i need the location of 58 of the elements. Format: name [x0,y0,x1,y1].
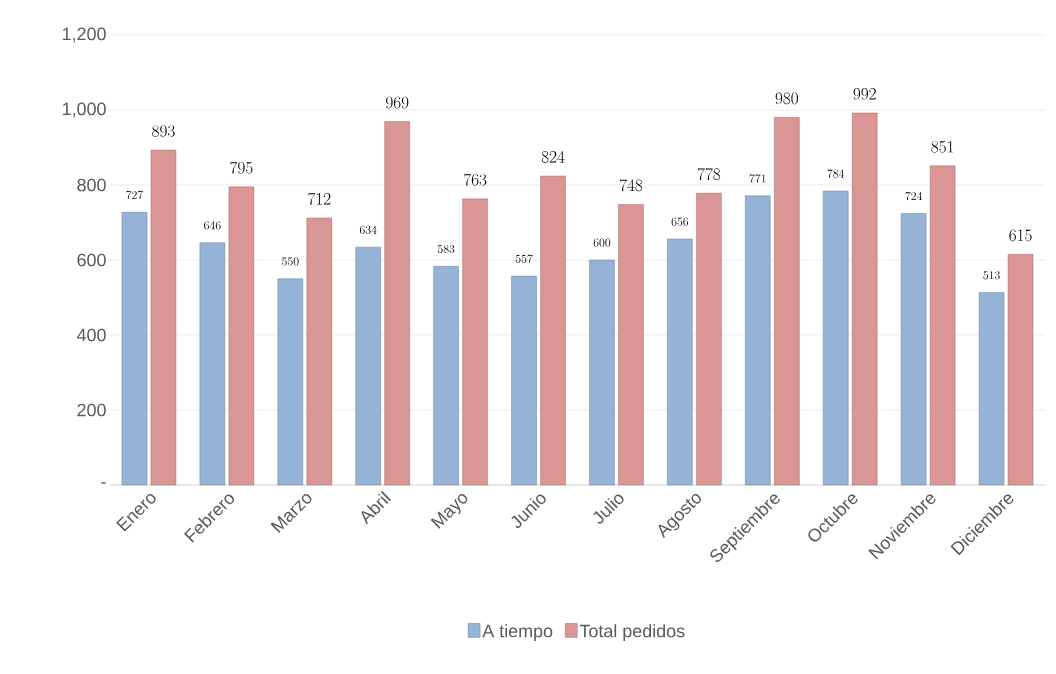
y-tick-label: - [101,482,106,484]
bar [277,278,303,486]
data-label: 513 [983,271,1000,280]
bar [228,186,255,486]
data-label: 724 [905,191,923,201]
data-label: 969 [386,96,409,109]
data-label: 784 [827,169,845,178]
data-label: 615 [1009,229,1032,242]
bar [306,217,332,486]
bar [929,165,956,486]
data-label: 748 [619,179,643,192]
data-label: 656 [671,217,689,226]
y-tick-label: 400 [76,328,106,342]
bar [355,247,381,486]
bar [852,112,878,486]
legend-label: Total pedidos [579,624,685,641]
data-label: 893 [152,125,175,137]
bar [1007,254,1034,486]
data-label: 980 [775,92,798,105]
bar [618,204,644,486]
data-label: 634 [359,225,377,234]
bar [696,193,722,486]
y-tick-label: 600 [77,253,106,267]
bar [150,149,177,486]
data-label: 824 [541,150,565,163]
data-label: 778 [697,168,721,181]
bar [121,212,148,486]
data-label: 992 [853,88,876,100]
bar [978,292,1005,486]
y-tick-label: 1,000 [62,102,106,118]
data-label: 583 [437,244,455,254]
bar [900,213,927,486]
data-label: 771 [749,174,766,183]
bar [823,190,849,486]
y-tick-label: 1,200 [62,27,106,43]
x-tick-label: Julio [593,494,624,524]
data-label: 712 [308,192,331,205]
data-label: 646 [204,221,221,230]
bar [384,121,410,486]
y-tick-label: 800 [77,178,106,192]
data-label: 727 [126,190,144,200]
data-label: 763 [464,173,487,186]
bar [667,238,693,486]
bar [745,195,771,486]
data-label: 851 [931,140,954,153]
bar [511,275,537,486]
bar [540,175,566,486]
legend-label: A tiempo [482,624,553,641]
data-label: 550 [282,257,299,266]
bar [774,117,800,486]
bar [462,198,488,486]
data-label: 795 [230,161,253,174]
bar [433,266,459,486]
y-tick-label: 200 [77,403,106,417]
bar [199,242,226,486]
data-label: 557 [515,254,533,263]
data-label: 600 [593,238,611,247]
bar [589,259,615,486]
